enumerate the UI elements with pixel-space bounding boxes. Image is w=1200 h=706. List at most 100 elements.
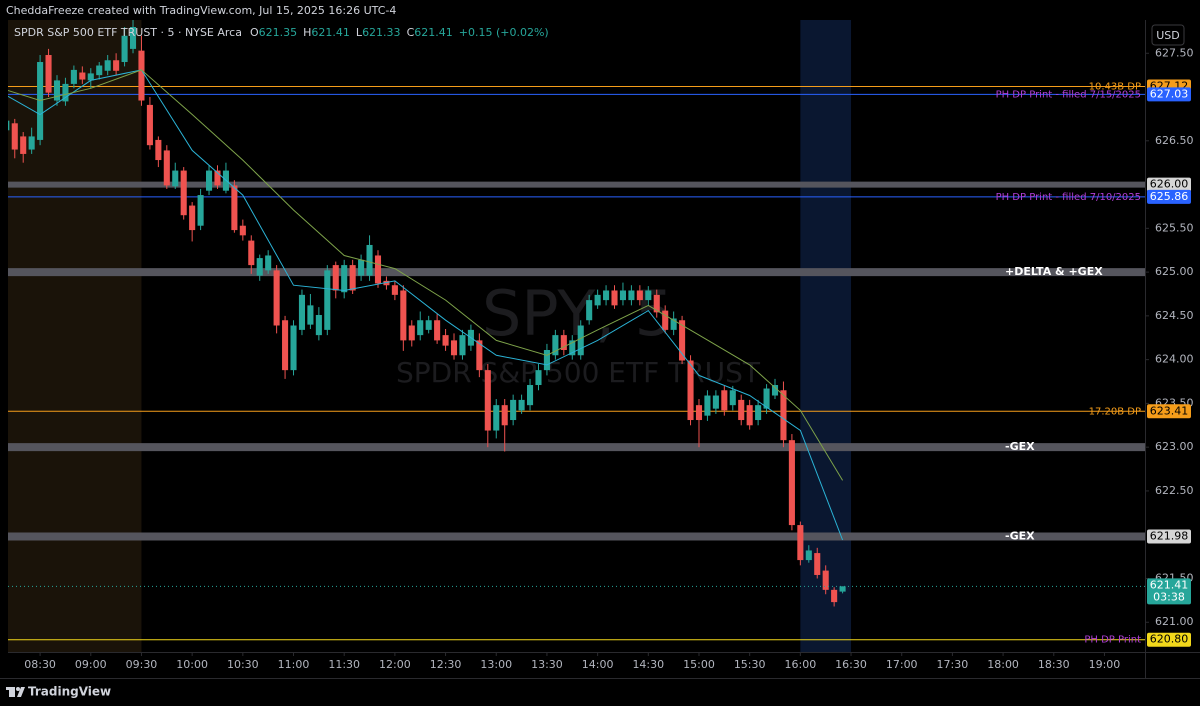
candle-body	[79, 72, 86, 80]
candle-body	[96, 65, 103, 76]
y-tick-label: 626.50	[1155, 134, 1194, 147]
candle-body	[560, 335, 567, 351]
candle-body	[805, 550, 812, 561]
price-badge-label: 620.80	[1150, 633, 1189, 646]
y-tick-label: 627.50	[1155, 46, 1194, 59]
price-badge	[1147, 404, 1191, 419]
candle-body	[62, 83, 69, 102]
level-label: PH DP Print	[1084, 635, 1141, 646]
candle-body	[535, 370, 542, 386]
candle-body	[400, 290, 407, 341]
legend-value: 621.33	[362, 26, 401, 39]
candle-body	[70, 69, 77, 84]
price-badge-label: 625.86	[1150, 190, 1189, 203]
candle-body	[628, 290, 635, 301]
candle-body	[459, 335, 466, 356]
level-label: PH DP Print - filled 7/10/2025	[996, 192, 1141, 203]
candle-body	[315, 314, 322, 336]
candle-body	[121, 35, 128, 63]
candle-body	[113, 60, 120, 71]
candle-body	[518, 399, 525, 411]
level-label: PH DP Print - filled 7/15/2025	[996, 89, 1141, 100]
price-badge	[1147, 189, 1191, 204]
candle-body	[155, 139, 162, 161]
candle-body	[552, 335, 559, 356]
moving-average	[8, 69, 844, 541]
candle-body	[450, 340, 458, 356]
candle-body	[231, 185, 238, 231]
candle-body	[797, 525, 804, 561]
candle-body	[569, 340, 576, 356]
level-label: 17.20B DP	[1089, 406, 1141, 417]
candle-body	[636, 290, 643, 301]
x-tick-label: 11:00	[278, 658, 310, 671]
candle-body	[282, 320, 289, 371]
candle-body	[577, 325, 584, 356]
countdown: 03:38	[1153, 590, 1185, 603]
candle-body	[746, 405, 753, 426]
header: CheddaFreeze created with TradingView.co…	[6, 4, 396, 17]
candle-body	[104, 60, 111, 71]
candle-body	[172, 170, 179, 187]
candle-body	[814, 553, 821, 575]
candle-body	[341, 265, 348, 293]
legend-value: 621.35	[259, 26, 298, 39]
level-label: +DELTA & +GEX	[1005, 265, 1103, 278]
x-tick-label: 18:30	[1038, 658, 1070, 671]
y-tick-label: 625.00	[1155, 265, 1194, 278]
x-tick-label: 14:00	[582, 658, 614, 671]
candle-body	[695, 405, 703, 421]
candle-body	[298, 294, 306, 330]
candle-body	[214, 170, 221, 186]
x-tick-label: 17:00	[886, 658, 918, 671]
candle-body	[45, 55, 52, 93]
candle-body	[374, 255, 382, 284]
candle-body	[273, 270, 280, 326]
candle-body	[87, 73, 94, 81]
session-shade	[8, 20, 142, 652]
candle-body	[712, 395, 719, 409]
candle-body	[417, 320, 424, 336]
candle-body	[53, 80, 61, 101]
candle-body	[603, 290, 610, 301]
candle-body	[197, 195, 204, 226]
price-badge-label: 627.03	[1150, 87, 1189, 100]
candle-body	[206, 170, 213, 191]
candle-body	[662, 310, 669, 330]
legend-value: 621.41	[311, 26, 350, 39]
legend-prefix: H	[303, 26, 311, 39]
candle-body	[349, 265, 356, 291]
x-tick-label: 13:30	[531, 658, 563, 671]
candle-body	[729, 390, 736, 406]
footer-brand: TradingView	[28, 685, 111, 699]
candle-body	[129, 27, 137, 49]
candle-body	[180, 170, 187, 216]
level-label: 10.43B DP	[1089, 82, 1141, 93]
y-tick-label: 625.50	[1155, 221, 1194, 234]
candle-body	[755, 405, 762, 421]
candle-body	[20, 136, 27, 154]
y-tick-label: 621.00	[1155, 615, 1194, 628]
price-badge	[1147, 632, 1191, 647]
candle-body	[256, 258, 263, 276]
y-tick-label: 622.50	[1155, 484, 1194, 497]
candle-body	[839, 586, 846, 592]
candle-body	[8, 120, 10, 131]
candle-body	[653, 294, 660, 313]
candle-body	[163, 150, 170, 186]
last-price-label: 621.41	[1150, 578, 1189, 591]
candle-body	[408, 325, 415, 341]
candle-body	[146, 104, 153, 146]
candle-body	[189, 205, 196, 231]
legend-value: 621.41	[414, 26, 453, 39]
candle-body	[611, 290, 618, 306]
currency-button[interactable]	[1151, 24, 1185, 46]
legend-change: +0.15 (+0.02%)	[459, 26, 549, 39]
x-tick-label: 08:30	[24, 658, 56, 671]
currency[interactable]: USD	[1156, 29, 1180, 42]
candle-body	[594, 294, 601, 306]
